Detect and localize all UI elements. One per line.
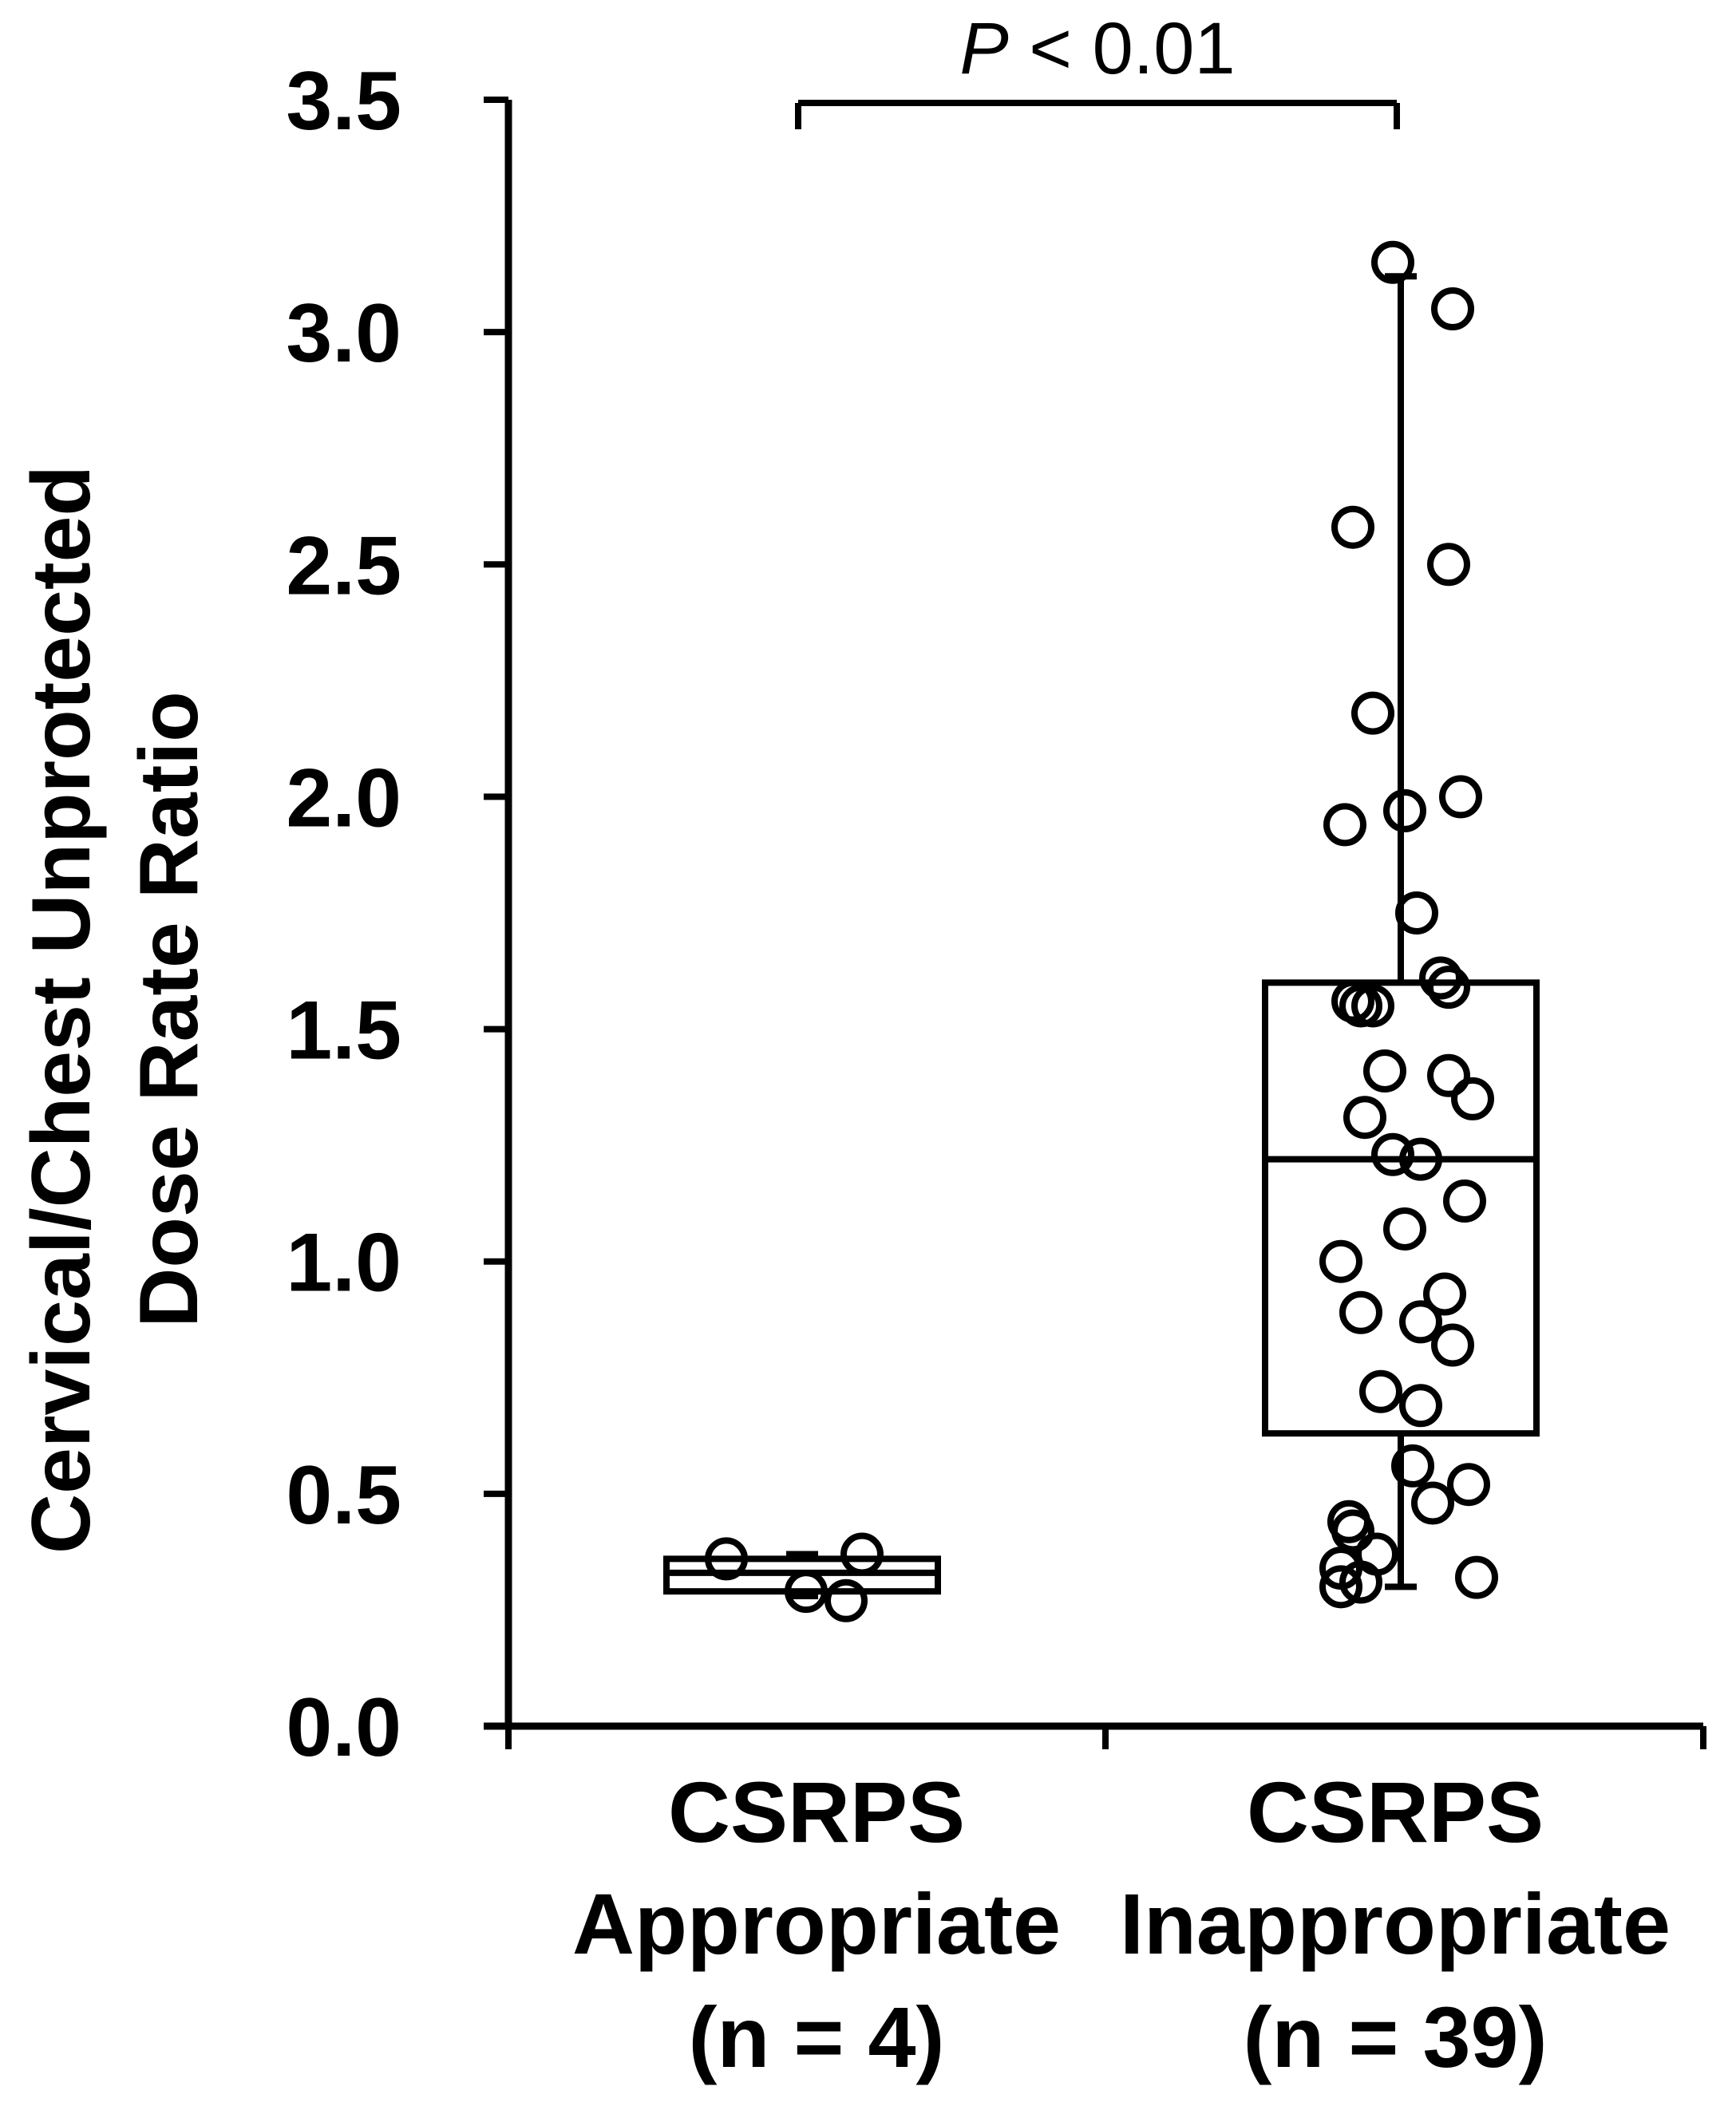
data-point-28 [1359,1369,1402,1413]
y-axis-title: Cervical/Chest Unprotected Dose Rate Rat… [15,465,216,1554]
data-point-19 [1371,1132,1414,1176]
y-tick-label-7: 3.5 [286,55,401,148]
data-point-38 [1339,1560,1382,1604]
data-point-31 [1447,1463,1490,1507]
data-point-26 [1399,1300,1442,1344]
data-point-5 [1351,691,1394,735]
box-groups [663,240,1540,1622]
data-point-16 [1427,1053,1470,1097]
category-label-2: CSRPS Inappropriate (n = 39) [1120,1764,1671,2085]
y-axis-title-line-2: Dose Rate Ratio [123,691,216,1328]
data-point-1 [1371,240,1414,284]
y-tick-label-6: 3.0 [286,287,401,380]
data-point-17 [1451,1077,1494,1120]
category-label-2-line-1: CSRPS [1247,1764,1544,1860]
data-point-2 [785,1570,828,1614]
data-point-11 [1427,966,1470,1010]
data-point-1 [705,1537,748,1581]
data-point-24 [1423,1272,1466,1316]
category-labels: CSRPS Appropriate (n = 4) CSRPS Inappropriat… [572,1764,1671,2085]
data-point-22 [1383,1207,1426,1251]
data-point-8 [1323,803,1366,847]
category-label-1-line-3: (n = 4) [688,1989,944,2085]
data-point-9 [1395,891,1438,934]
data-point-37 [1319,1565,1362,1609]
p-value-italic-p: P [959,8,1008,89]
y-axis-title-line-1: Cervical/Chest Unprotected [15,465,108,1554]
data-point-34 [1331,1509,1374,1553]
group-1 [663,1532,941,1622]
p-value-label: P < 0.01 [959,8,1235,89]
data-point-14 [1351,984,1394,1028]
data-point-39 [1455,1555,1498,1599]
data-point-30 [1391,1444,1434,1488]
data-point-6 [1439,775,1482,819]
p-value-threshold: < 0.01 [1009,8,1236,89]
significance-bracket: P < 0.01 [795,8,1400,129]
y-tick-label-2: 1.0 [286,1217,401,1310]
data-point-25 [1339,1290,1382,1334]
data-point-27 [1431,1323,1474,1367]
category-label-1-line-2: Appropriate [572,1875,1061,1972]
category-label-1-line-1: CSRPS [668,1764,965,1860]
data-point-32 [1411,1481,1454,1525]
axes [484,100,1706,1749]
data-point-2 [1431,287,1474,331]
data-point-15 [1363,1049,1406,1093]
category-label-1: CSRPS Appropriate (n = 4) [572,1764,1061,2085]
y-tick-label-4: 2.0 [286,752,401,844]
data-point-13 [1339,984,1382,1028]
y-ticks: 0.0 0.5 1.0 1.5 2.0 2.5 3.0 3.5 [286,55,508,1774]
category-label-2-line-2: Inappropriate [1120,1875,1671,1972]
y-tick-label-5: 2.5 [286,520,401,612]
data-point-4 [1427,543,1470,587]
data-point-4 [840,1532,884,1576]
data-point-20 [1399,1137,1442,1181]
data-point-21 [1443,1179,1486,1223]
group-2 [1262,240,1540,1609]
category-label-2-line-3: (n = 39) [1243,1989,1547,2085]
iqr-box [1262,979,1540,1437]
data-point-10 [1419,956,1462,1000]
y-tick-label-0: 0.0 [286,1681,401,1774]
data-point-29 [1399,1384,1442,1428]
data-point-18 [1343,1096,1386,1140]
data-point-7 [1383,788,1426,832]
data-point-3 [825,1579,868,1622]
data-point-3 [1331,505,1374,549]
data-point-23 [1319,1239,1362,1283]
y-tick-label-1: 0.5 [286,1449,401,1542]
y-tick-label-3: 1.5 [286,985,401,1077]
